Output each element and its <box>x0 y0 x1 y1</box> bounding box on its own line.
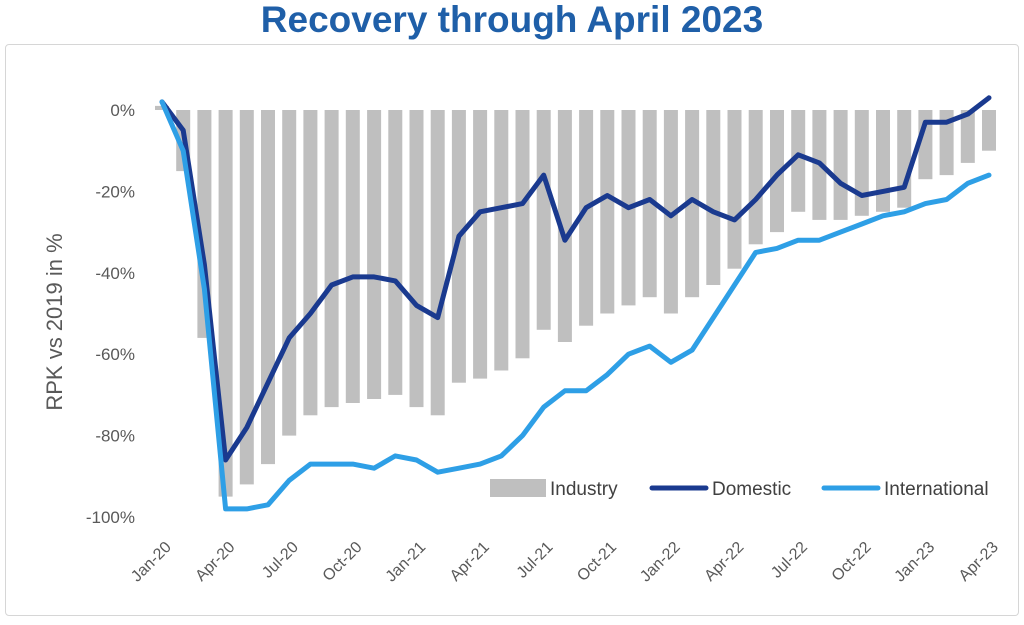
x-tick-label: Apr-22 <box>701 539 747 585</box>
legend-label-international: International <box>884 479 989 500</box>
x-tick-label: Jan-22 <box>637 539 684 586</box>
x-tick-label: Oct-20 <box>320 539 366 585</box>
bar-industry <box>727 110 742 269</box>
x-tick-label: Jul-20 <box>259 539 302 582</box>
plot-frame <box>5 44 1019 616</box>
bar-industry <box>536 110 551 330</box>
bar-industry <box>982 110 996 151</box>
bar-industry <box>770 110 784 233</box>
bar-industry <box>388 110 403 395</box>
bar-industry <box>261 110 275 465</box>
bar-industry <box>876 110 890 212</box>
bar-industry <box>960 110 975 163</box>
bar-industry <box>324 110 339 408</box>
bar-industry <box>897 110 912 208</box>
line-domestic <box>159 95 992 463</box>
chart-title: Recovery through April 2023 <box>260 0 764 40</box>
x-tick-label: Oct-21 <box>574 539 620 585</box>
bar-industry <box>367 110 382 399</box>
x-tick-label: Jan-23 <box>892 539 939 586</box>
bar-industry <box>663 110 678 314</box>
y-tick-label: -40% <box>95 264 135 283</box>
bar-industry <box>515 110 530 359</box>
bar-industry <box>685 110 700 298</box>
x-tick-label: Jul-22 <box>768 539 811 582</box>
bar-industry <box>282 110 297 436</box>
bar-industry <box>748 110 763 245</box>
bar-industry <box>579 110 594 326</box>
legend-swatch-industry <box>490 479 546 497</box>
y-axis-label: RPK vs 2019 in % <box>42 233 67 410</box>
bar-industry <box>706 110 721 285</box>
x-tick-label: Jan-20 <box>128 539 175 586</box>
bar-industry <box>430 110 445 416</box>
bar-industry <box>409 110 424 408</box>
bar-industry <box>833 110 848 220</box>
bar-industry <box>494 110 509 371</box>
bar-industry <box>939 110 954 176</box>
legend-label-industry: Industry <box>550 479 618 500</box>
bar-industry <box>473 110 488 379</box>
x-tick-label: Apr-21 <box>447 539 493 585</box>
bar-industry <box>303 110 318 416</box>
y-tick-label: -60% <box>95 345 135 364</box>
bar-industry <box>557 110 572 342</box>
bar-industry <box>854 110 869 216</box>
y-tick-label: -20% <box>95 182 135 201</box>
bar-industry <box>600 110 615 314</box>
bar-industry <box>218 110 233 497</box>
y-tick-label: 0% <box>110 101 135 120</box>
legend-label-domestic: Domestic <box>712 479 791 500</box>
x-tick-label: Jan-21 <box>383 539 430 586</box>
bar-industry <box>451 110 466 383</box>
y-tick-label: -80% <box>95 427 135 446</box>
x-tick-label: Oct-22 <box>829 539 875 585</box>
bar-industry <box>239 110 254 485</box>
x-tick-label: Jul-21 <box>514 539 557 582</box>
y-tick-label: -100% <box>86 508 135 527</box>
line-international <box>159 99 992 512</box>
bar-industry <box>642 110 657 298</box>
x-tick-label: Apr-23 <box>956 539 1002 585</box>
bar-industry <box>791 110 806 212</box>
bar-industry <box>345 110 360 403</box>
x-tick-label: Apr-20 <box>192 539 238 585</box>
